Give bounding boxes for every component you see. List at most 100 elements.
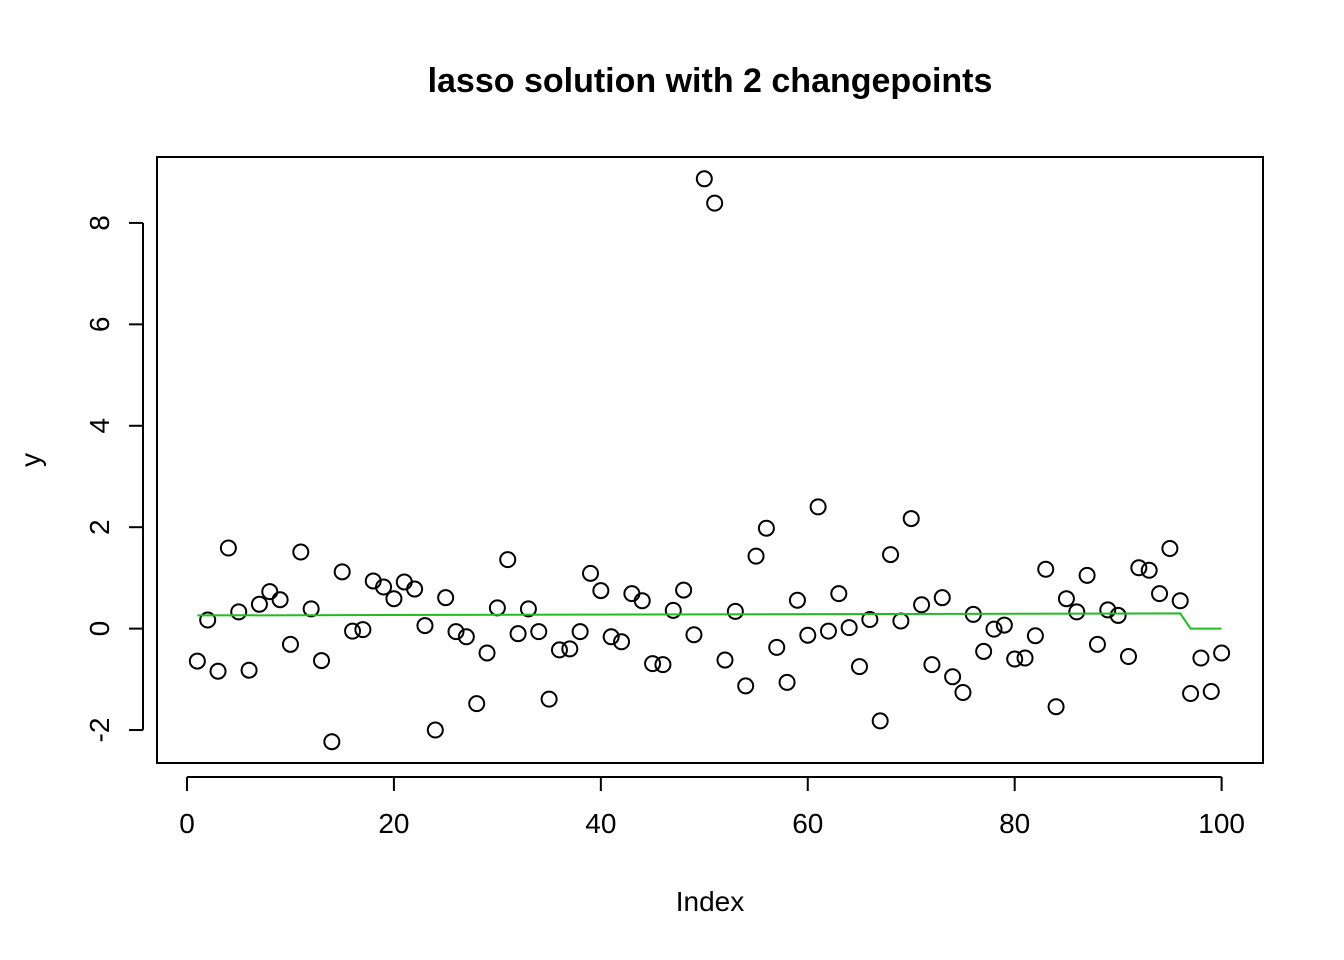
- data-point: [830, 585, 848, 603]
- data-point: [799, 626, 817, 644]
- data-point: [1088, 635, 1106, 653]
- plot-frame: [156, 156, 1264, 764]
- data-point: [840, 619, 858, 637]
- data-point: [695, 170, 713, 188]
- data-point: [1192, 649, 1210, 667]
- data-point: [778, 673, 796, 691]
- data-point: [975, 642, 993, 660]
- data-point: [323, 733, 341, 751]
- data-point: [250, 595, 268, 613]
- y-tick-label: 2: [84, 519, 115, 535]
- data-point: [644, 655, 662, 673]
- data-point: [261, 583, 279, 601]
- fit-line-group: [197, 612, 1222, 630]
- data-point: [871, 712, 889, 730]
- data-point: [726, 602, 744, 620]
- data-point: [230, 603, 248, 621]
- data-point: [271, 591, 289, 609]
- data-point: [1120, 648, 1138, 666]
- data-point: [313, 652, 331, 670]
- x-tick-label: 0: [179, 808, 195, 839]
- data-point: [716, 651, 734, 669]
- data-point: [1006, 650, 1024, 668]
- data-point: [995, 616, 1013, 634]
- data-point: [675, 581, 693, 599]
- data-point: [985, 620, 1003, 638]
- data-point: [416, 617, 434, 635]
- data-point: [1182, 685, 1200, 703]
- data-point: [944, 668, 962, 686]
- x-tick-label: 100: [1198, 808, 1245, 839]
- data-point: [188, 652, 206, 670]
- data-point: [406, 580, 424, 598]
- data-point: [1016, 649, 1034, 667]
- data-point: [519, 600, 537, 618]
- data-point: [1099, 601, 1117, 619]
- data-point: [540, 690, 558, 708]
- data-point: [1213, 644, 1231, 662]
- x-tick-label: 40: [585, 808, 616, 839]
- data-point: [664, 601, 682, 619]
- data-point: [240, 661, 258, 679]
- data-point: [1037, 560, 1055, 578]
- data-point: [1078, 566, 1096, 584]
- data-point: [954, 684, 972, 702]
- data-point: [281, 635, 299, 653]
- data-point: [1130, 559, 1148, 577]
- data-point: [509, 625, 527, 643]
- data-point: [861, 610, 879, 628]
- data-point: [851, 658, 869, 676]
- data-point: [602, 628, 620, 646]
- data-point: [437, 589, 455, 607]
- x-tick-label: 60: [792, 808, 823, 839]
- data-point: [923, 656, 941, 674]
- data-point: [219, 539, 237, 557]
- data-point: [1161, 539, 1179, 557]
- data-point: [447, 623, 465, 641]
- data-point: [882, 546, 900, 564]
- x-axis-label: Index: [676, 886, 745, 917]
- data-point: [385, 590, 403, 608]
- data-point: [468, 695, 486, 713]
- data-point: [809, 498, 827, 516]
- data-point: [292, 543, 310, 561]
- data-point: [1171, 592, 1189, 610]
- y-tick-label: 8: [84, 215, 115, 231]
- data-point: [426, 721, 444, 739]
- data-point: [788, 591, 806, 609]
- data-point: [550, 641, 568, 659]
- data-point: [747, 547, 765, 565]
- y-tick-label: 6: [84, 317, 115, 333]
- data-point: [1068, 603, 1086, 621]
- data-point: [1026, 627, 1044, 645]
- data-point: [913, 596, 931, 614]
- data-point: [623, 585, 641, 603]
- data-point: [199, 611, 217, 629]
- data-point: [892, 612, 910, 630]
- data-point: [757, 519, 775, 537]
- data-point: [768, 638, 786, 656]
- data-point: [488, 599, 506, 617]
- data-point: [302, 600, 320, 618]
- fit-line: [197, 612, 1222, 630]
- data-point: [530, 623, 548, 641]
- data-point: [654, 656, 672, 674]
- data-point: [592, 582, 610, 600]
- data-point: [685, 626, 703, 644]
- data-point: [613, 633, 631, 651]
- data-point: [1140, 561, 1158, 579]
- data-point: [561, 640, 579, 658]
- data-point: [902, 510, 920, 528]
- y-axis: -2 0 2 4 6 8: [84, 215, 144, 742]
- data-point: [395, 573, 413, 591]
- chart-title: lasso solution with 2 changepoints: [428, 62, 993, 100]
- data-point: [209, 662, 227, 680]
- data-point: [499, 551, 517, 569]
- data-point: [478, 644, 496, 662]
- data-point: [571, 623, 589, 641]
- data-point: [819, 622, 837, 640]
- y-axis-label: y: [15, 453, 46, 467]
- data-point: [375, 578, 393, 596]
- x-axis: 0 20 40 60 80 100: [179, 776, 1245, 839]
